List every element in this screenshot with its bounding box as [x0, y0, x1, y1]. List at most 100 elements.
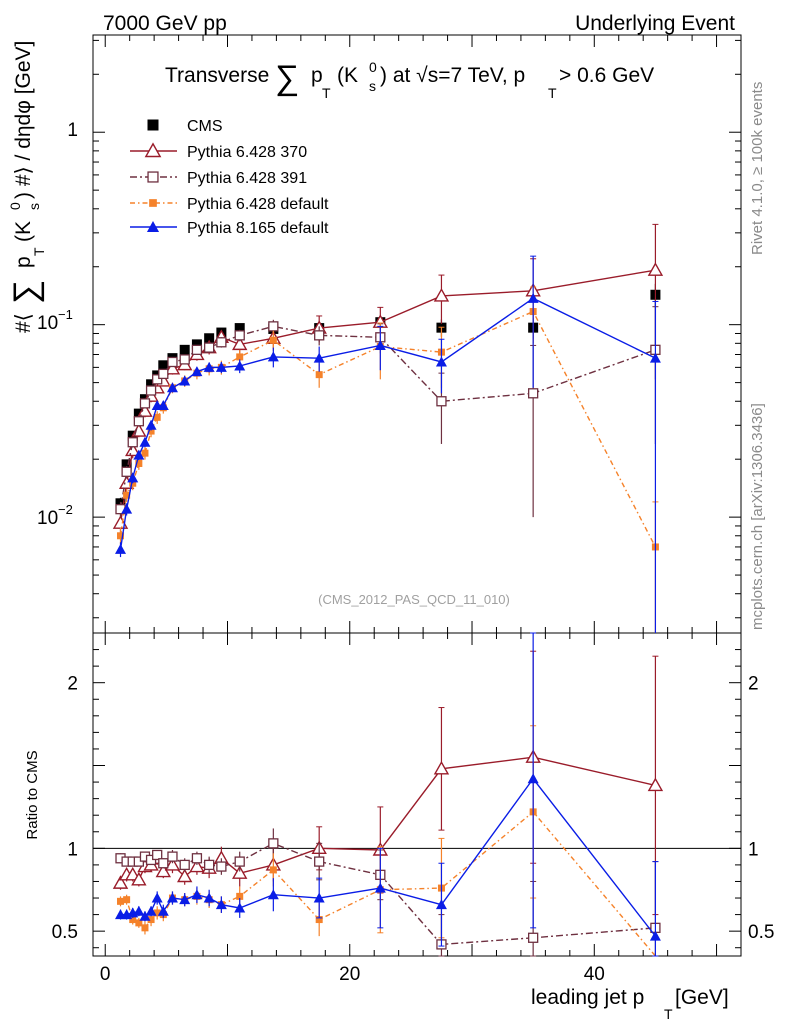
data-point-p8	[527, 292, 539, 303]
xlabel-part-a: leading jet p	[531, 986, 644, 1009]
data-point-cms	[133, 408, 144, 419]
ratio-point-p8	[234, 902, 246, 913]
ratio-point-p370	[176, 868, 193, 883]
data-point-p391	[139, 398, 151, 409]
data-point-p370	[137, 403, 153, 417]
series-p6def	[117, 286, 659, 633]
ratio-ytick-label-right-0.5: 0.5	[748, 922, 774, 943]
ylabel-k-superscript: 0	[7, 202, 23, 210]
data-point-p8	[139, 436, 151, 447]
data-point-p8	[157, 400, 169, 411]
legend-marker-p6def	[149, 199, 157, 207]
ratio-series-p8	[115, 632, 661, 957]
legend-label-cms: CMS	[187, 118, 223, 135]
ratio-point-p8	[313, 892, 325, 903]
ratio-plot-data	[112, 632, 664, 957]
data-point-p6def	[141, 449, 149, 457]
data-point-p391	[191, 344, 203, 355]
data-point-p370	[433, 288, 450, 302]
data-point-p391	[314, 330, 325, 341]
ratio-point-p370	[232, 865, 248, 879]
ratio-point-p370	[189, 858, 205, 873]
data-point-cms	[146, 379, 157, 390]
header-right: Underlying Event	[575, 12, 735, 35]
ratio-ytick-label-left-1: 1	[67, 839, 78, 860]
title-part-b: ) at √s=7 TeV, p	[380, 64, 525, 87]
xtick-label-40: 40	[584, 964, 605, 985]
ratio-point-p391	[167, 851, 178, 862]
ratio-series-p370	[112, 650, 664, 916]
ratio-point-p6def	[123, 896, 131, 904]
data-point-p391	[152, 374, 163, 385]
title-k: (K	[337, 64, 358, 87]
ratio-point-p391	[179, 859, 190, 871]
ratio-point-p370	[164, 856, 181, 871]
series-p370	[112, 223, 664, 535]
data-point-p391	[121, 466, 132, 477]
ratio-point-p391	[152, 849, 163, 861]
series-p391	[115, 306, 661, 518]
analysis-label: (CMS_2012_PAS_QCD_11_010)	[318, 592, 510, 607]
data-point-cms	[191, 339, 202, 350]
ylabel-k: (K	[12, 221, 35, 242]
ratio-point-p391	[314, 856, 325, 867]
ratio-point-p370	[647, 777, 664, 792]
data-point-p391	[127, 437, 138, 448]
ylabel-k-subscript: s	[26, 203, 42, 210]
xtick-label-0: 0	[100, 964, 111, 985]
data-point-p6def	[269, 336, 277, 344]
ytick-label-0.1: 10 −1	[37, 307, 73, 334]
data-point-p391	[204, 342, 215, 353]
ratio-ytick-label-right-1: 1	[748, 839, 759, 860]
ratio-point-p391	[216, 861, 227, 872]
data-point-p6def	[147, 427, 155, 435]
data-point-p8	[313, 352, 325, 363]
data-point-p6def	[117, 532, 125, 540]
ratio-point-p391	[234, 856, 245, 867]
data-point-p391	[528, 388, 539, 399]
data-point-p8	[374, 339, 386, 350]
title-part-c: > 0.6 GeV	[559, 64, 654, 87]
rivet-version-label: Rivet 4.1.0, ≥ 100k events	[749, 82, 766, 255]
data-point-p8	[215, 361, 227, 372]
ylabel-part-a: #⟨	[12, 313, 35, 333]
main-axis-ticks	[93, 35, 741, 633]
series-line-p8	[119, 297, 656, 550]
ratio-point-p8	[179, 894, 191, 905]
title-part-a: Transverse	[165, 64, 269, 87]
data-point-p6def	[123, 491, 131, 499]
data-point-p6def	[236, 353, 244, 361]
ratio-point-p391	[268, 838, 279, 849]
xlabel-part-b: [GeV]	[675, 986, 729, 1009]
ytick-0.01-exponent: −2	[58, 502, 73, 517]
data-point-p6def	[153, 413, 161, 421]
ratio-point-p6def	[153, 909, 161, 917]
data-point-p370	[164, 360, 181, 375]
ratio-ytick-label-right-2: 2	[748, 674, 759, 695]
legend-label-p8: Pythia 8.165 default	[187, 220, 329, 237]
data-point-p391	[268, 321, 279, 332]
ratio-point-p6def	[141, 924, 149, 932]
data-point-p391	[133, 416, 144, 427]
series-cms	[115, 283, 661, 510]
ratio-point-p8	[267, 889, 279, 900]
data-point-p6def	[135, 459, 143, 467]
legend-marker-p391	[147, 171, 159, 183]
data-point-p391	[179, 354, 190, 365]
ratio-point-p6def	[315, 916, 323, 924]
x-axis-label: leading jet p T [GeV]	[531, 986, 729, 1022]
series-p8	[115, 255, 661, 633]
legend-marker-cms	[147, 119, 159, 131]
legend-label-p6def: Pythia 6.428 default	[187, 196, 329, 213]
ratio-y-axis-label: Ratio to CMS	[24, 750, 41, 839]
data-point-p8	[435, 356, 447, 367]
data-point-p6def	[315, 371, 323, 379]
ratio-point-p6def	[117, 897, 125, 905]
data-point-p8	[133, 449, 145, 460]
ratio-point-p370	[131, 871, 147, 886]
data-point-p391	[234, 330, 245, 341]
ratio-point-p370	[155, 863, 172, 878]
data-point-cms	[158, 360, 169, 371]
data-point-p8	[191, 366, 203, 377]
